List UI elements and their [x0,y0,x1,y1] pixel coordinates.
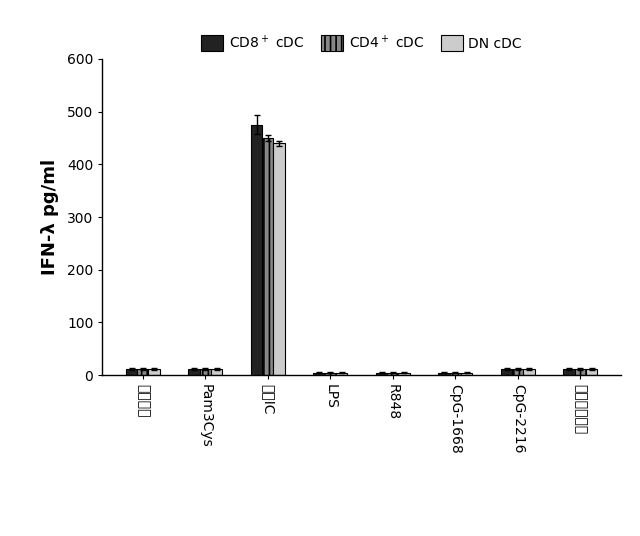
Bar [137,369,148,375]
Bar [324,373,336,375]
Bar [273,143,285,375]
Bar [524,369,535,375]
Bar [575,369,586,375]
Bar [262,138,273,375]
Bar [399,373,410,375]
Bar [148,369,160,375]
Y-axis label: IFN-λ pg/ml: IFN-λ pg/ml [41,159,59,275]
Bar [376,373,387,375]
Bar [563,369,575,375]
Bar [387,373,399,375]
Bar [200,369,211,375]
Bar [336,373,348,375]
Bar [438,373,450,375]
Legend: CD8$^+$ cDC, CD4$^+$ cDC, DN cDC: CD8$^+$ cDC, CD4$^+$ cDC, DN cDC [196,28,527,57]
Bar [126,369,137,375]
Bar [188,369,200,375]
Bar [251,125,262,375]
Bar [211,369,222,375]
Bar [314,373,324,375]
Bar [501,369,512,375]
Bar [512,369,524,375]
Bar [461,373,472,375]
Bar [586,369,597,375]
Bar [450,373,461,375]
